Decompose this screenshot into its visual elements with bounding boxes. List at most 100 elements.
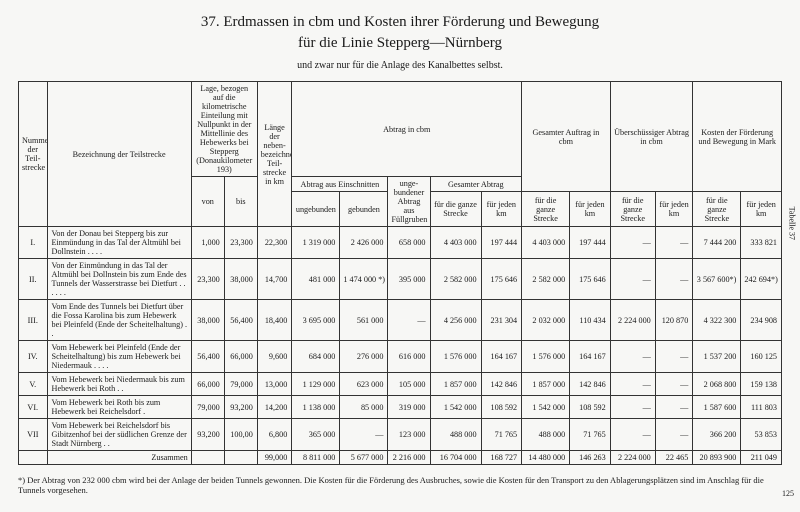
cell: 120 870 [655, 300, 693, 341]
cell: 164 167 [570, 341, 611, 373]
table-row: II.Von der Einmündung in das Tal der Alt… [19, 259, 782, 300]
cell: 142 846 [570, 373, 611, 396]
hdr-num: Nummer der Teil-strecke [19, 82, 48, 227]
cell: 23,300 [224, 227, 257, 259]
hdr-von: von [191, 177, 224, 227]
cell: 4 256 000 [430, 300, 481, 341]
cell: Von der Donau bei Stepperg bis zur Einmü… [47, 227, 191, 259]
cell: 395 000 [388, 259, 430, 300]
cell: 234 908 [741, 300, 782, 341]
cell: — [610, 341, 655, 373]
earth-mass-table: Nummer der Teil-strecke Bezeichnung der … [18, 81, 782, 465]
hdr-jedkm-3: für jeden km [655, 192, 693, 227]
sum-cell: 5 677 000 [340, 451, 388, 465]
cell: 1 857 000 [522, 373, 570, 396]
cell: 1 587 600 [693, 396, 741, 419]
cell: 1 542 000 [522, 396, 570, 419]
cell: 623 000 [340, 373, 388, 396]
cell: 164 167 [481, 341, 522, 373]
cell: — [655, 373, 693, 396]
cell: 110 434 [570, 300, 611, 341]
sum-cell: 2 224 000 [610, 451, 655, 465]
cell: 4 322 300 [693, 300, 741, 341]
cell: Vom Ende des Tunnels bei Dietfurt über d… [47, 300, 191, 341]
cell: 488 000 [522, 419, 570, 451]
cell: — [610, 373, 655, 396]
cell: IV. [19, 341, 48, 373]
cell: 561 000 [340, 300, 388, 341]
table-row: I.Von der Donau bei Stepperg bis zur Ein… [19, 227, 782, 259]
cell: — [655, 259, 693, 300]
sum-cell: 2 216 000 [388, 451, 430, 465]
cell: 4 403 000 [430, 227, 481, 259]
hdr-len: Länge der neben-bezeichneten Teil-streck… [257, 82, 292, 227]
table-row: III.Vom Ende des Tunnels bei Dietfurt üb… [19, 300, 782, 341]
cell: 100,00 [224, 419, 257, 451]
cell: 276 000 [340, 341, 388, 373]
cell: 242 694*) [741, 259, 782, 300]
cell: 85 000 [340, 396, 388, 419]
cell: 108 592 [481, 396, 522, 419]
cell: 56,400 [191, 341, 224, 373]
cell: — [655, 227, 693, 259]
hdr-ungeb: ungebunden [292, 192, 340, 227]
cell: 2 032 000 [522, 300, 570, 341]
cell: — [610, 419, 655, 451]
hdr-lage: Lage, bezogen auf die kilometrische Eint… [191, 82, 257, 177]
table-row: VI.Vom Hebewerk bei Roth bis zum Hebewer… [19, 396, 782, 419]
cell: 56,400 [224, 300, 257, 341]
cell: Vom Hebewerk bei Roth bis zum Hebewerk b… [47, 396, 191, 419]
cell: 79,000 [191, 396, 224, 419]
cell: 9,600 [257, 341, 292, 373]
cell: 105 000 [388, 373, 430, 396]
cell: 1 542 000 [430, 396, 481, 419]
cell: 4 403 000 [522, 227, 570, 259]
cell: — [610, 259, 655, 300]
footnote: *) Der Abtrag von 232 000 cbm wird bei d… [18, 475, 782, 495]
sum-cell: 168 727 [481, 451, 522, 465]
cell: 160 125 [741, 341, 782, 373]
cell: 38,000 [191, 300, 224, 341]
hdr-ungebundener: unge-bundener Abtrag aus Füllgruben [388, 177, 430, 227]
cell: 71 765 [570, 419, 611, 451]
cell: VI. [19, 396, 48, 419]
sum-cell: 16 704 000 [430, 451, 481, 465]
hdr-einschn: Abtrag aus Einschnitten [292, 177, 388, 192]
sum-cell: 14 480 000 [522, 451, 570, 465]
cell: — [610, 227, 655, 259]
hdr-jedkm-1: für jeden km [481, 192, 522, 227]
cell: Vom Hebewerk bei Pleinfeld (Ende der Sch… [47, 341, 191, 373]
cell: 71 765 [481, 419, 522, 451]
sum-cell: 22 465 [655, 451, 693, 465]
sum-cell: 8 811 000 [292, 451, 340, 465]
cell: 53 853 [741, 419, 782, 451]
cell: 6,800 [257, 419, 292, 451]
cell: 1,000 [191, 227, 224, 259]
cell: 111 803 [741, 396, 782, 419]
cell: 159 138 [741, 373, 782, 396]
cell: 319 000 [388, 396, 430, 419]
cell: 1 857 000 [430, 373, 481, 396]
hdr-gesauftrag: Gesamter Auftrag in cbm [522, 82, 611, 192]
sum-cell: 20 893 900 [693, 451, 741, 465]
cell: 3 695 000 [292, 300, 340, 341]
cell: 1 576 000 [430, 341, 481, 373]
cell: — [610, 396, 655, 419]
cell: 333 821 [741, 227, 782, 259]
cell: 2 224 000 [610, 300, 655, 341]
cell: 616 000 [388, 341, 430, 373]
cell: 481 000 [292, 259, 340, 300]
cell: 488 000 [430, 419, 481, 451]
cell: 175 646 [481, 259, 522, 300]
cell: 1 319 000 [292, 227, 340, 259]
cell: II. [19, 259, 48, 300]
table-row: V.Vom Hebewerk bei Niedermauk bis zum He… [19, 373, 782, 396]
cell: VII [19, 419, 48, 451]
cell: 1 576 000 [522, 341, 570, 373]
cell: — [388, 300, 430, 341]
sub-note: und zwar nur für die Anlage des Kanalbet… [18, 60, 782, 71]
cell: 3 567 600*) [693, 259, 741, 300]
hdr-abtrag: Abtrag in cbm [292, 82, 522, 177]
cell: 66,000 [191, 373, 224, 396]
sum-row: Zusammen99,0008 811 0005 677 0002 216 00… [19, 451, 782, 465]
